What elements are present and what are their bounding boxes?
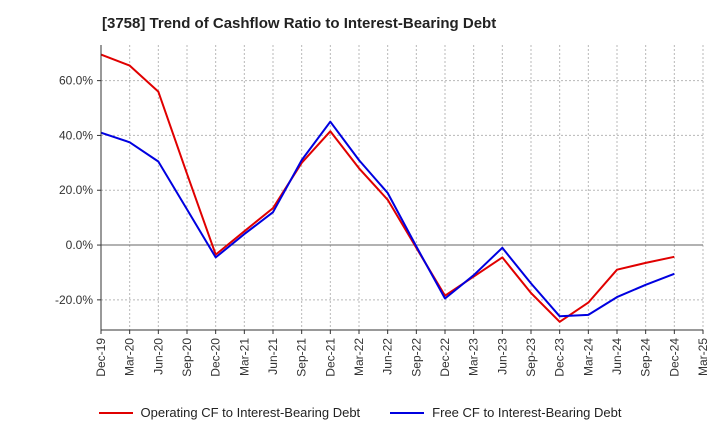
x-tick-label-4: Dec-20 — [209, 338, 223, 377]
chart-title: [3758] Trend of Cashflow Ratio to Intere… — [102, 15, 497, 32]
y-tick-label-3: 40.0% — [59, 128, 93, 142]
series-lines — [100, 53, 675, 323]
x-tick-label-21: Mar-25 — [696, 338, 710, 376]
x-tick-labels: Dec-19 Mar-20 Jun-20 Sep-20 Dec-20 Mar-21 Jun-… — [94, 330, 710, 377]
x-tick-label-10: Jun-22 — [381, 338, 395, 375]
x-tick-label-14: Jun-23 — [495, 338, 509, 375]
plot-area — [101, 45, 703, 330]
x-tick-label-19: Sep-24 — [639, 338, 653, 377]
x-tick-label-20: Dec-24 — [667, 338, 681, 377]
series-line-0 — [100, 53, 675, 323]
x-tick-label-6: Jun-21 — [266, 338, 280, 375]
x-tick-label-17: Mar-24 — [581, 338, 595, 376]
y-tick-labels: -20.0% 0.0% 20.0% 40.0% 60.0% — [55, 74, 101, 307]
x-tick-label-2: Jun-20 — [151, 338, 165, 375]
legend-swatch-free-cf — [390, 411, 425, 414]
y-tick-label-0: -20.0% — [55, 293, 93, 307]
x-tick-label-16: Dec-23 — [553, 338, 567, 377]
x-tick-label-15: Sep-23 — [524, 338, 538, 377]
x-tick-label-1: Mar-20 — [123, 338, 137, 376]
legend: Operating CF to Interest-Bearing Debt Fr… — [0, 405, 720, 420]
x-tick-label-5: Mar-21 — [237, 338, 251, 376]
y-tick-label-1: 0.0% — [66, 238, 94, 252]
x-tick-label-13: Mar-23 — [467, 338, 481, 376]
axes — [100, 45, 703, 331]
y-tick-label-2: 20.0% — [59, 183, 93, 197]
x-tick-label-8: Dec-21 — [323, 338, 337, 377]
legend-label-operating-cf: Operating CF to Interest-Bearing Debt — [140, 405, 361, 420]
legend-item-free-cf: Free CF to Interest-Bearing Debt — [390, 405, 621, 420]
series-line-1 — [100, 120, 675, 318]
x-tick-label-7: Sep-21 — [295, 338, 309, 377]
legend-swatch-operating-cf — [98, 411, 133, 414]
legend-item-operating-cf: Operating CF to Interest-Bearing Debt — [98, 405, 361, 420]
legend-label-free-cf: Free CF to Interest-Bearing Debt — [432, 405, 622, 420]
x-tick-label-0: Dec-19 — [94, 338, 108, 377]
x-tick-label-11: Sep-22 — [409, 338, 423, 377]
x-tick-label-12: Dec-22 — [438, 338, 452, 377]
x-tick-label-18: Jun-24 — [610, 338, 624, 375]
x-tick-label-9: Mar-22 — [352, 338, 366, 376]
y-tick-label-4: 60.0% — [59, 74, 93, 88]
x-tick-label-3: Sep-20 — [180, 338, 194, 377]
